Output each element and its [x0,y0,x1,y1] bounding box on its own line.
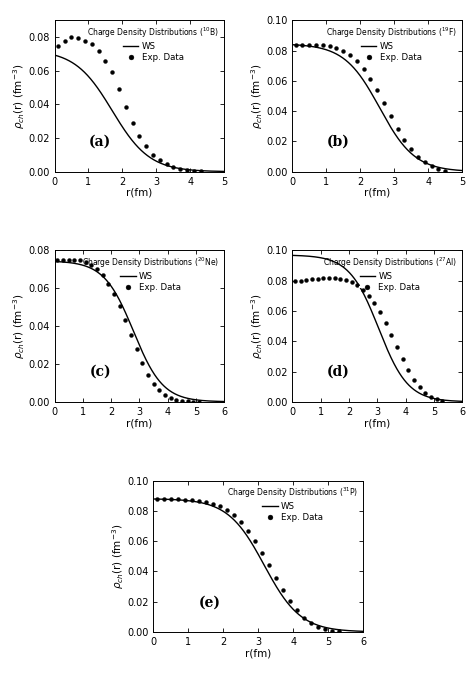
Text: (c): (c) [90,365,111,379]
Legend: WS, Exp. Data: WS, Exp. Data [224,483,361,525]
Legend: WS, Exp. Data: WS, Exp. Data [323,23,460,65]
Y-axis label: $\rho_{ch}$(r) (fm$^{-3}$): $\rho_{ch}$(r) (fm$^{-3}$) [249,294,264,359]
Legend: WS, Exp. Data: WS, Exp. Data [80,253,222,295]
Y-axis label: $\rho_{ch}$(r) (fm$^{-3}$): $\rho_{ch}$(r) (fm$^{-3}$) [11,64,27,129]
Y-axis label: $\rho_{ch}$(r) (fm$^{-3}$): $\rho_{ch}$(r) (fm$^{-3}$) [11,294,27,359]
Text: (b): (b) [327,135,350,149]
Legend: WS, Exp. Data: WS, Exp. Data [320,253,460,295]
Y-axis label: $\rho_{ch}$(r) (fm$^{-3}$): $\rho_{ch}$(r) (fm$^{-3}$) [110,523,126,589]
X-axis label: r(fm): r(fm) [245,648,272,658]
Legend: WS, Exp. Data: WS, Exp. Data [85,23,222,65]
X-axis label: r(fm): r(fm) [364,418,391,428]
Text: (e): (e) [199,595,221,610]
Text: (d): (d) [327,365,350,379]
X-axis label: r(fm): r(fm) [126,418,153,428]
Text: (a): (a) [89,135,111,149]
Y-axis label: $\rho_{ch}$(r) (fm$^{-3}$): $\rho_{ch}$(r) (fm$^{-3}$) [249,64,264,129]
X-axis label: r(fm): r(fm) [126,188,153,198]
X-axis label: r(fm): r(fm) [364,188,391,198]
